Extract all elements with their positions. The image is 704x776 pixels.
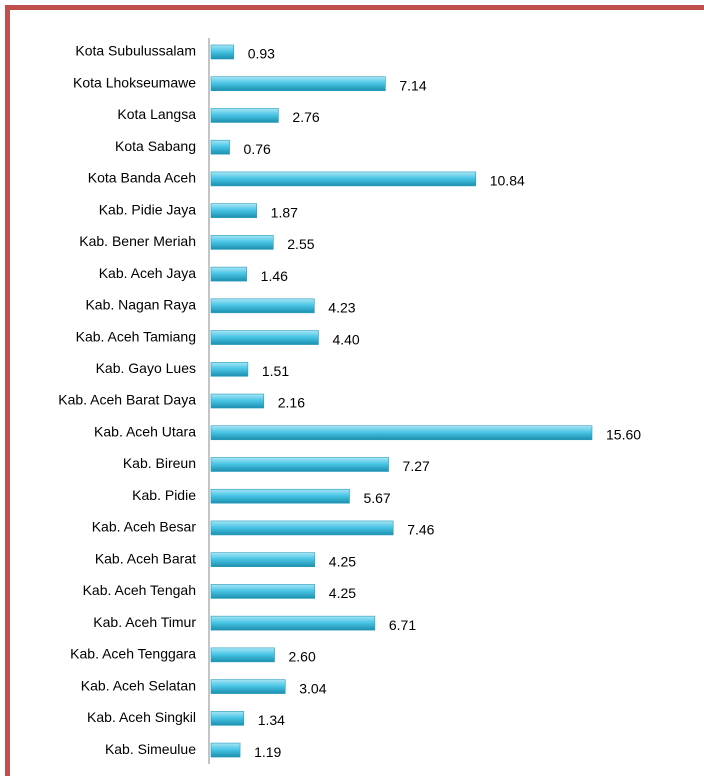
bar <box>210 615 376 631</box>
value-label: 1.87 <box>271 204 298 220</box>
category-label: Kab. Aceh Besar <box>92 519 197 535</box>
bar <box>210 76 386 92</box>
category-label: Kab. Nagan Raya <box>85 297 196 313</box>
value-label: 10.84 <box>490 173 525 189</box>
value-label: 4.25 <box>329 553 356 569</box>
frame-left <box>5 5 10 776</box>
value-label: 6.71 <box>389 617 416 633</box>
value-label: 4.23 <box>328 300 355 316</box>
bar <box>210 139 230 155</box>
category-label: Kab. Aceh Singkil <box>87 709 196 725</box>
category-label: Kab. Aceh Tenggara <box>70 646 196 662</box>
value-label: 1.19 <box>254 744 281 760</box>
category-label: Kota Langsa <box>117 106 196 122</box>
frame-top <box>5 5 704 10</box>
value-label: 0.76 <box>244 141 271 157</box>
category-label: Kab. Aceh Barat Daya <box>58 392 196 408</box>
bar <box>210 679 286 694</box>
category-label: Kota Banda Aceh <box>88 170 196 186</box>
value-label: 5.67 <box>363 490 390 506</box>
bar <box>210 108 279 123</box>
category-label: Kab. Bireun <box>123 455 196 471</box>
category-label: Kab. Aceh Timur <box>93 614 196 630</box>
value-label: 2.55 <box>287 236 314 252</box>
category-label: Kab. Gayo Lues <box>96 360 196 376</box>
value-label: 4.40 <box>332 331 359 347</box>
value-label: 7.14 <box>399 77 426 93</box>
value-label: 15.60 <box>606 426 641 442</box>
category-label: Kab. Aceh Barat <box>95 550 196 566</box>
value-label: 1.46 <box>261 268 288 284</box>
bar <box>210 488 350 504</box>
bar <box>210 171 477 187</box>
bar <box>210 44 235 60</box>
bar <box>210 235 274 250</box>
bar <box>210 393 265 409</box>
bar <box>210 298 315 314</box>
value-label: 4.25 <box>329 585 356 601</box>
value-label: 1.51 <box>262 363 289 379</box>
bar <box>210 203 257 218</box>
bar <box>210 647 275 663</box>
value-label: 1.34 <box>258 712 285 728</box>
category-label: Kab. Aceh Jaya <box>99 265 197 281</box>
value-label: 2.60 <box>289 649 316 665</box>
bar <box>210 457 389 472</box>
category-label: Kab. Aceh Tamiang <box>76 328 196 344</box>
value-label: 2.76 <box>292 109 319 125</box>
category-label: Kab. Pidie <box>132 487 196 503</box>
category-label: Kab. Pidie Jaya <box>99 201 196 217</box>
bar <box>210 266 247 282</box>
category-label: Kab. Simeulue <box>105 741 196 757</box>
category-label: Kab. Aceh Tengah <box>83 582 196 598</box>
category-label: Kab. Aceh Selatan <box>81 677 196 693</box>
category-label: Kota Subulussalam <box>75 43 196 59</box>
category-label: Kota Lhokseumawe <box>73 74 196 90</box>
bar <box>210 584 316 599</box>
value-label: 7.27 <box>403 458 430 474</box>
bar <box>210 330 319 345</box>
value-label: 3.04 <box>299 680 326 696</box>
bar <box>210 552 316 567</box>
bar <box>210 742 241 758</box>
value-label: 2.16 <box>278 395 305 411</box>
category-label: Kab. Aceh Utara <box>94 423 196 439</box>
bar <box>210 361 249 377</box>
value-label: 7.46 <box>407 522 434 538</box>
category-label: Kota Sabang <box>115 138 196 154</box>
bar <box>210 425 593 441</box>
bar <box>210 711 245 726</box>
bar <box>210 520 394 536</box>
value-label: 0.93 <box>248 46 275 62</box>
category-label: Kab. Bener Meriah <box>79 233 196 249</box>
